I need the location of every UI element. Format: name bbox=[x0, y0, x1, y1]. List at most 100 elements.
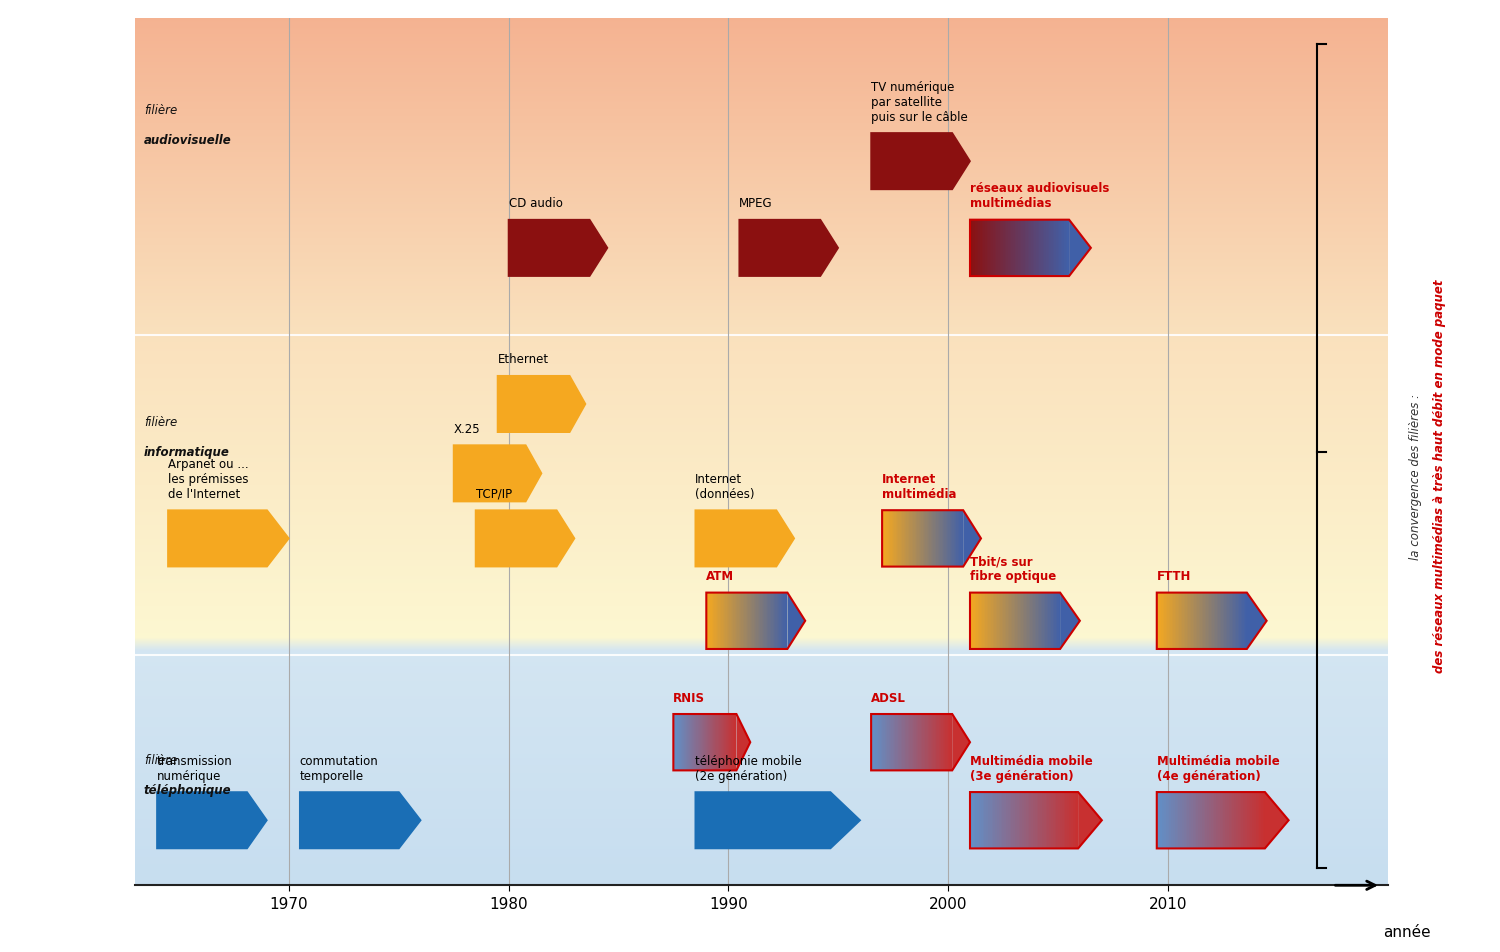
Polygon shape bbox=[980, 792, 981, 848]
Text: ADSL: ADSL bbox=[871, 691, 906, 704]
Text: ATM: ATM bbox=[706, 569, 735, 583]
Polygon shape bbox=[1030, 593, 1032, 649]
Polygon shape bbox=[1008, 221, 1010, 277]
Polygon shape bbox=[1022, 593, 1023, 649]
Polygon shape bbox=[1066, 221, 1068, 277]
Polygon shape bbox=[1010, 593, 1011, 649]
Polygon shape bbox=[1010, 792, 1011, 848]
Polygon shape bbox=[1215, 792, 1216, 848]
Polygon shape bbox=[1013, 221, 1014, 277]
Polygon shape bbox=[1028, 221, 1029, 277]
Polygon shape bbox=[1007, 593, 1008, 649]
Polygon shape bbox=[1035, 593, 1036, 649]
Text: Tbit/s sur
fibre optique: Tbit/s sur fibre optique bbox=[970, 555, 1056, 583]
Polygon shape bbox=[1044, 792, 1046, 848]
Text: année: année bbox=[1383, 924, 1431, 940]
Polygon shape bbox=[998, 593, 999, 649]
Polygon shape bbox=[1216, 593, 1218, 649]
Text: filière: filière bbox=[144, 104, 177, 116]
Polygon shape bbox=[1206, 792, 1208, 848]
Polygon shape bbox=[1044, 221, 1046, 277]
Polygon shape bbox=[1059, 221, 1060, 277]
Polygon shape bbox=[1007, 792, 1008, 848]
Polygon shape bbox=[1198, 593, 1200, 649]
Polygon shape bbox=[984, 593, 986, 649]
Polygon shape bbox=[1208, 792, 1209, 848]
Polygon shape bbox=[1002, 593, 1004, 649]
Polygon shape bbox=[993, 593, 994, 649]
Polygon shape bbox=[1060, 221, 1062, 277]
Text: Internet
multimédia: Internet multimédia bbox=[882, 472, 957, 501]
Polygon shape bbox=[1032, 593, 1034, 649]
Polygon shape bbox=[984, 792, 986, 848]
Polygon shape bbox=[1065, 792, 1068, 848]
Polygon shape bbox=[975, 221, 976, 277]
Polygon shape bbox=[1173, 593, 1174, 649]
Polygon shape bbox=[1202, 792, 1203, 848]
Polygon shape bbox=[970, 792, 972, 848]
Polygon shape bbox=[1212, 792, 1215, 848]
Polygon shape bbox=[1077, 792, 1078, 848]
Polygon shape bbox=[992, 593, 993, 649]
Polygon shape bbox=[1013, 792, 1016, 848]
Polygon shape bbox=[1245, 593, 1246, 649]
Polygon shape bbox=[1166, 792, 1167, 848]
Text: Multimédia mobile
(4e génération): Multimédia mobile (4e génération) bbox=[1156, 754, 1280, 782]
Polygon shape bbox=[1230, 792, 1233, 848]
Polygon shape bbox=[1228, 792, 1230, 848]
Polygon shape bbox=[1054, 593, 1056, 649]
Polygon shape bbox=[1014, 593, 1016, 649]
Polygon shape bbox=[1026, 792, 1028, 848]
Polygon shape bbox=[1214, 593, 1215, 649]
Text: audiovisuelle: audiovisuelle bbox=[144, 134, 231, 147]
Polygon shape bbox=[1050, 221, 1052, 277]
Polygon shape bbox=[992, 792, 993, 848]
Polygon shape bbox=[1070, 792, 1071, 848]
Polygon shape bbox=[982, 792, 984, 848]
Polygon shape bbox=[300, 792, 420, 848]
Text: téléphonie mobile
(2e génération): téléphonie mobile (2e génération) bbox=[696, 754, 802, 782]
Polygon shape bbox=[1013, 593, 1014, 649]
Polygon shape bbox=[1047, 221, 1050, 277]
Polygon shape bbox=[1209, 792, 1210, 848]
Polygon shape bbox=[1191, 593, 1192, 649]
Polygon shape bbox=[1004, 792, 1007, 848]
Polygon shape bbox=[1194, 593, 1196, 649]
Polygon shape bbox=[1212, 593, 1214, 649]
Polygon shape bbox=[1176, 593, 1178, 649]
Polygon shape bbox=[1197, 792, 1198, 848]
Polygon shape bbox=[1040, 593, 1041, 649]
Polygon shape bbox=[1232, 593, 1233, 649]
Polygon shape bbox=[978, 593, 980, 649]
Polygon shape bbox=[1236, 593, 1238, 649]
Polygon shape bbox=[1024, 792, 1026, 848]
Polygon shape bbox=[982, 221, 986, 277]
Polygon shape bbox=[974, 792, 975, 848]
Polygon shape bbox=[1005, 593, 1007, 649]
Polygon shape bbox=[1264, 792, 1288, 848]
Text: téléphonique: téléphonique bbox=[144, 783, 231, 797]
Polygon shape bbox=[788, 593, 806, 649]
Polygon shape bbox=[1190, 792, 1191, 848]
Polygon shape bbox=[1196, 593, 1197, 649]
Polygon shape bbox=[1226, 593, 1227, 649]
Polygon shape bbox=[994, 593, 996, 649]
Polygon shape bbox=[1156, 792, 1158, 848]
Polygon shape bbox=[1179, 792, 1180, 848]
Polygon shape bbox=[963, 510, 981, 567]
Polygon shape bbox=[986, 221, 987, 277]
Polygon shape bbox=[1161, 792, 1162, 848]
Polygon shape bbox=[980, 221, 981, 277]
Polygon shape bbox=[1206, 593, 1208, 649]
Polygon shape bbox=[1053, 792, 1054, 848]
Polygon shape bbox=[1182, 792, 1184, 848]
Polygon shape bbox=[1204, 593, 1206, 649]
Polygon shape bbox=[1058, 593, 1059, 649]
Polygon shape bbox=[1026, 221, 1028, 277]
Polygon shape bbox=[1192, 792, 1194, 848]
Polygon shape bbox=[1228, 593, 1230, 649]
Polygon shape bbox=[1227, 792, 1228, 848]
Polygon shape bbox=[1050, 593, 1052, 649]
Polygon shape bbox=[996, 221, 998, 277]
Polygon shape bbox=[1046, 593, 1047, 649]
